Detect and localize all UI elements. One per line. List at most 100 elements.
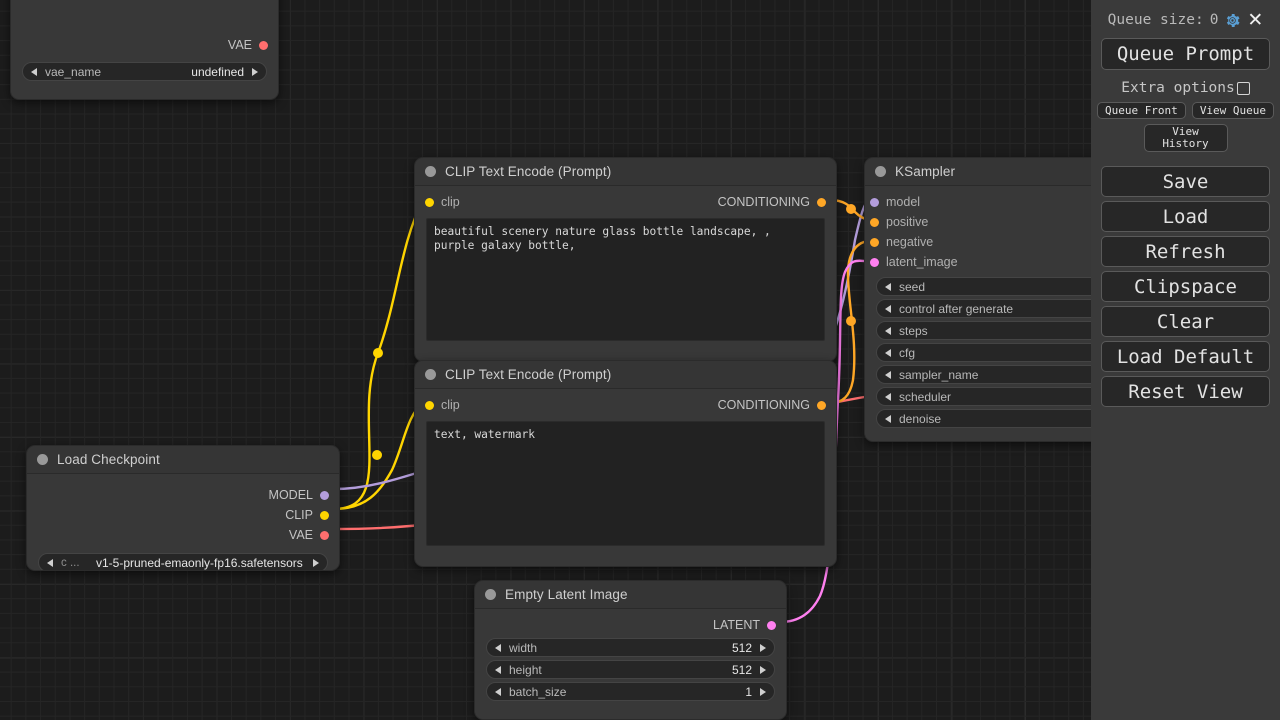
arrow-left-icon[interactable] bbox=[885, 370, 891, 379]
node-empty-latent-image[interactable]: Empty Latent Image LATENT width 512 bbox=[474, 580, 787, 720]
prompt-textarea[interactable]: beautiful scenery nature glass bottle la… bbox=[426, 218, 825, 341]
port-model[interactable] bbox=[870, 197, 879, 207]
input-slot-clip[interactable]: clip bbox=[425, 398, 460, 412]
slot-row-clip: clip CONDITIONING bbox=[415, 192, 836, 212]
widget-height[interactable]: height 512 bbox=[486, 660, 775, 679]
port-vae[interactable] bbox=[320, 530, 329, 540]
node-load-vae[interactable]: Load VAE VAE vae_name undefined bbox=[10, 0, 279, 100]
input-slot-model[interactable]: model bbox=[870, 195, 920, 209]
output-slot-clip[interactable]: CLIP bbox=[285, 508, 329, 522]
node-clip-text-encode-negative[interactable]: CLIP Text Encode (Prompt) clip CONDITION… bbox=[414, 360, 837, 567]
node-clip-text-encode-positive[interactable]: CLIP Text Encode (Prompt) clip CONDITION… bbox=[414, 157, 837, 362]
widget-scheduler[interactable]: scheduler bbox=[876, 387, 1091, 406]
node-title: Empty Latent Image bbox=[505, 587, 628, 602]
arrow-right-icon[interactable] bbox=[313, 558, 319, 567]
output-slot-conditioning[interactable]: CONDITIONING bbox=[718, 398, 826, 412]
load-button[interactable]: Load bbox=[1101, 201, 1270, 232]
port-latent[interactable] bbox=[870, 257, 879, 267]
arrow-left-icon[interactable] bbox=[495, 687, 501, 696]
widget-ckpt-name[interactable]: c ... v1-5-pruned-emaonly-fp16.safetenso… bbox=[38, 553, 328, 570]
arrow-left-icon[interactable] bbox=[885, 282, 891, 291]
arrow-left-icon[interactable] bbox=[495, 643, 501, 652]
gear-icon[interactable] bbox=[1224, 12, 1241, 29]
arrow-right-icon[interactable] bbox=[760, 687, 766, 696]
collapse-dot-icon[interactable] bbox=[485, 589, 496, 600]
widget-seed[interactable]: seed 1566802087 bbox=[876, 277, 1091, 296]
slot-label: clip bbox=[441, 398, 460, 412]
wire-clip-positive bbox=[332, 198, 425, 511]
node-header[interactable]: KSampler bbox=[865, 158, 1091, 186]
close-icon[interactable]: ✕ bbox=[1247, 9, 1264, 31]
output-slot-vae[interactable]: VAE bbox=[228, 38, 268, 52]
arrow-left-icon[interactable] bbox=[47, 558, 53, 567]
queue-prompt-button[interactable]: Queue Prompt bbox=[1101, 38, 1270, 70]
widget-width[interactable]: width 512 bbox=[486, 638, 775, 657]
collapse-dot-icon[interactable] bbox=[425, 369, 436, 380]
node-header[interactable]: CLIP Text Encode (Prompt) bbox=[415, 361, 836, 389]
widget-steps[interactable]: steps bbox=[876, 321, 1091, 340]
node-header[interactable]: Empty Latent Image bbox=[475, 581, 786, 609]
collapse-dot-icon[interactable] bbox=[37, 454, 48, 465]
arrow-left-icon[interactable] bbox=[885, 348, 891, 357]
widget-label: vae_name bbox=[45, 64, 102, 79]
view-history-button[interactable]: View History bbox=[1143, 124, 1228, 152]
clear-button[interactable]: Clear bbox=[1101, 306, 1270, 337]
refresh-button[interactable]: Refresh bbox=[1101, 236, 1270, 267]
widget-batch-size[interactable]: batch_size 1 bbox=[486, 682, 775, 701]
save-button[interactable]: Save bbox=[1101, 166, 1270, 197]
arrow-right-icon[interactable] bbox=[760, 665, 766, 674]
node-header[interactable]: Load Checkpoint bbox=[27, 446, 339, 474]
graph-canvas[interactable]: Load VAE VAE vae_name undefined bbox=[0, 0, 1091, 720]
node-title: Load Checkpoint bbox=[57, 452, 160, 467]
slot-row-vae: VAE bbox=[27, 525, 339, 545]
input-slot-negative[interactable]: negative bbox=[870, 235, 933, 249]
collapse-dot-icon[interactable] bbox=[875, 166, 886, 177]
arrow-left-icon[interactable] bbox=[31, 67, 37, 76]
view-queue-button[interactable]: View Queue bbox=[1191, 102, 1275, 119]
widget-value: 512 bbox=[731, 640, 752, 655]
port-clip[interactable] bbox=[425, 197, 434, 207]
arrow-left-icon[interactable] bbox=[885, 326, 891, 335]
output-slot-model[interactable]: MODEL bbox=[269, 488, 329, 502]
input-slot-positive[interactable]: positive bbox=[870, 215, 928, 229]
extra-options-checkbox[interactable] bbox=[1236, 81, 1250, 95]
arrow-left-icon[interactable] bbox=[885, 304, 891, 313]
widget-denoise[interactable]: denoise bbox=[876, 409, 1091, 428]
port-conditioning[interactable] bbox=[817, 400, 826, 410]
port-clip[interactable] bbox=[320, 510, 329, 520]
output-slot-vae[interactable]: VAE bbox=[289, 528, 329, 542]
port-model[interactable] bbox=[320, 490, 329, 500]
port-vae[interactable] bbox=[259, 40, 268, 50]
node-load-checkpoint[interactable]: Load Checkpoint MODEL CLIP bbox=[26, 445, 340, 571]
widget-label: seed bbox=[899, 279, 926, 294]
queue-front-button[interactable]: Queue Front bbox=[1096, 102, 1186, 119]
prompt-textarea[interactable]: text, watermark bbox=[426, 421, 825, 546]
arrow-left-icon[interactable] bbox=[885, 392, 891, 401]
widget-cfg[interactable]: cfg bbox=[876, 343, 1091, 362]
collapse-dot-icon[interactable] bbox=[425, 166, 436, 177]
arrow-right-icon[interactable] bbox=[252, 67, 258, 76]
node-header[interactable]: CLIP Text Encode (Prompt) bbox=[415, 158, 836, 186]
port-conditioning[interactable] bbox=[817, 197, 826, 207]
arrow-right-icon[interactable] bbox=[760, 643, 766, 652]
port-conditioning[interactable] bbox=[870, 237, 879, 247]
load-default-button[interactable]: Load Default bbox=[1101, 341, 1270, 372]
arrow-left-icon[interactable] bbox=[495, 665, 501, 674]
port-latent[interactable] bbox=[767, 620, 776, 630]
widget-label: c ... bbox=[61, 556, 80, 569]
widget-control-after-generate[interactable]: control after generate ran bbox=[876, 299, 1091, 318]
input-slot-latent-image[interactable]: latent_image bbox=[870, 255, 958, 269]
input-slot-clip[interactable]: clip bbox=[425, 195, 460, 209]
widget-sampler-name[interactable]: sampler_name bbox=[876, 365, 1091, 384]
arrow-left-icon[interactable] bbox=[885, 414, 891, 423]
port-clip[interactable] bbox=[425, 400, 434, 410]
slot-label: negative bbox=[886, 235, 934, 249]
output-slot-conditioning[interactable]: CONDITIONING bbox=[718, 195, 826, 209]
output-slot-latent[interactable]: LATENT bbox=[713, 618, 776, 632]
port-conditioning[interactable] bbox=[870, 217, 879, 227]
node-title: KSampler bbox=[895, 164, 956, 179]
reset-view-button[interactable]: Reset View bbox=[1101, 376, 1270, 407]
node-ksampler[interactable]: KSampler model positive bbox=[864, 157, 1091, 442]
widget-vae-name[interactable]: vae_name undefined bbox=[22, 62, 267, 81]
clipspace-button[interactable]: Clipspace bbox=[1101, 271, 1270, 302]
